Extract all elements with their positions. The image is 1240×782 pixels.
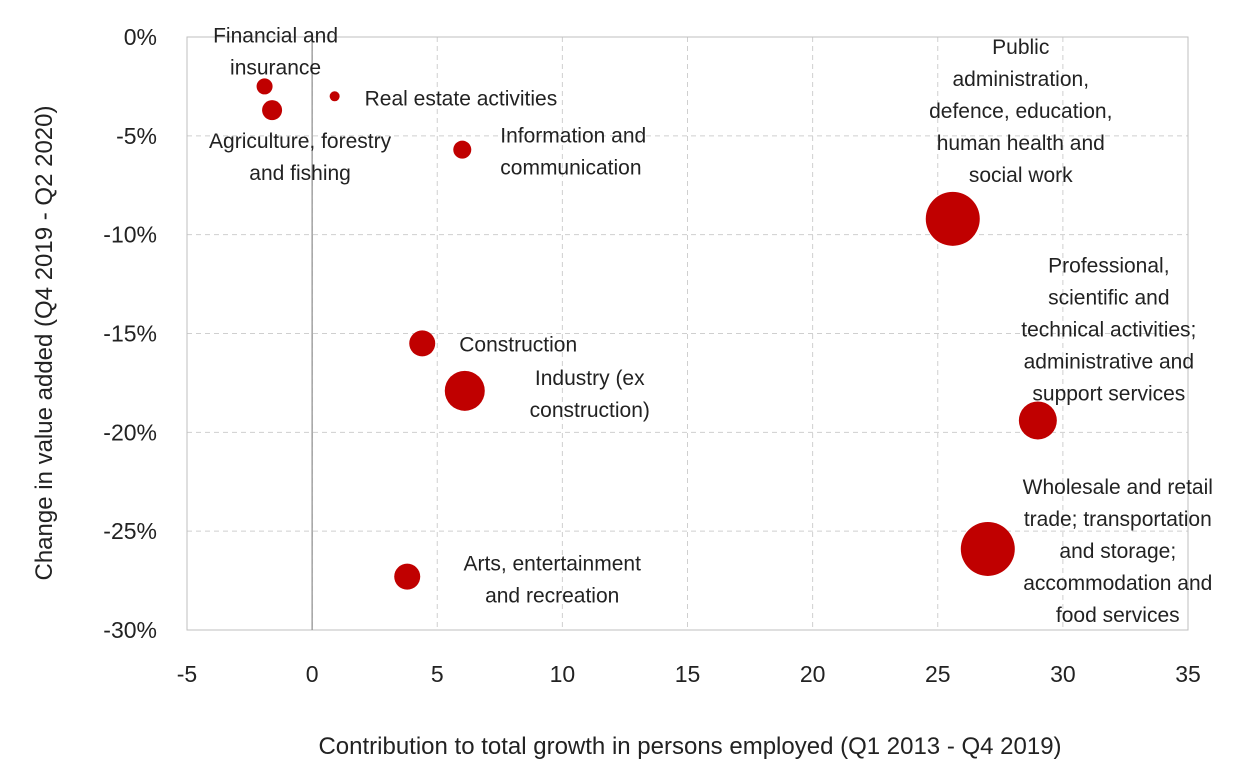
x-axis-ticks: -5 0 5 10 15 20 25 30 35 [177,661,1201,687]
x-tick-label: 0 [306,661,319,687]
x-axis-title: Contribution to total growth in persons … [318,733,1061,760]
point-label: Public administration, defence, education,… [929,36,1112,187]
x-tick-label: 35 [1175,661,1201,687]
y-tick-label: -15% [103,321,157,347]
plot-frame [186,36,1189,631]
y-tick-label: -10% [103,222,157,248]
y-axis-title: Change in value added (Q4 2019 - Q2 2020… [31,106,58,581]
point-labels: Financial and insurance Real estate activi… [209,24,1213,627]
data-point [394,563,421,590]
y-tick-label: -25% [103,518,157,544]
point-label: Construction [459,333,577,356]
grid [187,37,1188,630]
data-point [444,370,485,411]
y-tick-label: -20% [103,419,157,445]
point-label: Real estate activities [365,87,558,110]
data-point [262,100,283,121]
data-point [960,521,1015,576]
x-tick-label: 10 [550,661,576,687]
point-label: Industry (ex construction) [530,367,650,422]
x-tick-label: 30 [1050,661,1076,687]
point-label: Professional, scientific and technical act… [1021,254,1196,405]
point-label: Information and communication [500,125,646,180]
data-point [925,191,980,246]
point-label: Agriculture, forestry and fishing [209,130,392,185]
data-point [329,91,340,102]
data-point [409,330,436,357]
point-label: Financial and insurance [213,24,338,79]
point-label: Wholesale and retail trade; transportatio… [1023,476,1213,627]
x-tick-label: -5 [177,661,197,687]
point-label: Arts, entertainment and recreation [464,553,642,608]
x-tick-label: 20 [800,661,826,687]
y-tick-label: -5% [116,123,157,149]
data-point [1018,401,1057,440]
y-tick-label: -30% [103,617,157,643]
y-axis-ticks: 0% -5% -10% -15% -20% -25% -30% [103,24,157,643]
y-tick-label: 0% [124,24,157,50]
x-tick-label: 5 [431,661,444,687]
x-tick-label: 15 [675,661,701,687]
data-point [256,78,273,95]
x-tick-label: 25 [925,661,951,687]
data-point [453,140,472,159]
data-points [256,78,1057,590]
